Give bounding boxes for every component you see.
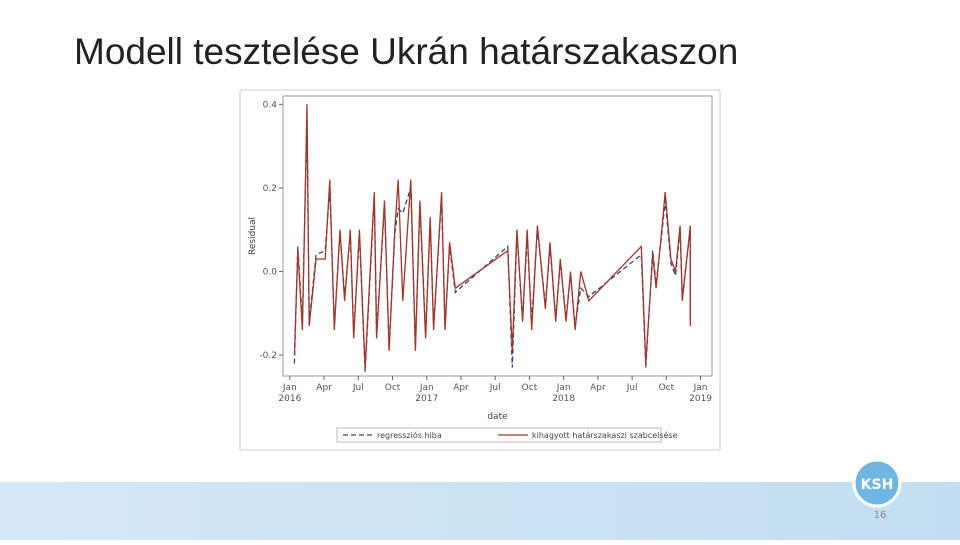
x-tick-label: Oct — [522, 383, 538, 393]
x-tick-label: Oct — [659, 383, 675, 393]
footer-band — [0, 482, 960, 540]
x-tick-label: Jul — [489, 383, 501, 393]
x-tick-label: Oct — [385, 383, 401, 393]
y-tick-label: -0.2 — [259, 351, 277, 361]
x-tick-label: Jan 2016 — [278, 383, 301, 404]
y-tick-label: 0.4 — [263, 100, 278, 110]
logo-text: KSH — [861, 477, 894, 493]
series-line — [293, 104, 691, 368]
page-number: 16 — [874, 510, 887, 521]
x-tick-label: Apr — [316, 383, 332, 393]
slide-title: Modell tesztelése Ukrán határszakaszon — [74, 31, 738, 72]
x-tick-label: Jul — [626, 383, 638, 393]
x-tick-label: Apr — [590, 383, 606, 393]
y-axis-label: Residual — [248, 217, 258, 255]
chart: -0.2 0.0 0.2 0.4 Jan 2016 Apr Jul Oct Jan 2017 Apr J… — [248, 95, 713, 443]
x-tick-label: Apr — [453, 383, 469, 393]
x-tick-label: Jan 2018 — [552, 383, 575, 404]
y-tick-label: 0.0 — [263, 268, 278, 278]
legend-label: kihagyott határszakaszi szabcelsése — [532, 430, 678, 440]
x-tick-label: Jan 2019 — [689, 383, 712, 404]
legend-box — [336, 427, 662, 443]
x-axis-label: date — [487, 412, 508, 422]
legend-label: regressziós hiba — [377, 430, 442, 440]
logo — [852, 458, 902, 508]
plot-area — [282, 95, 713, 377]
x-tick-label: Jul — [352, 383, 364, 393]
y-tick-label: 0.2 — [263, 184, 277, 194]
x-tick-label: Jan 2017 — [415, 383, 438, 404]
